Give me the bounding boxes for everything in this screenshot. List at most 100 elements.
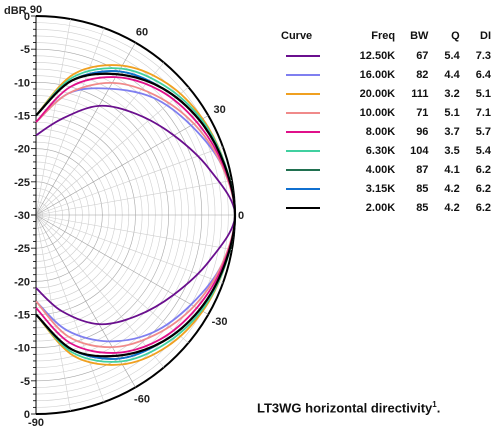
legend-di: 6.2 [475, 163, 491, 176]
curve-2-00k [35, 72, 237, 358]
legend-di: 6.4 [475, 68, 491, 81]
legend-swatch [286, 206, 320, 209]
legend-q: 4.2 [444, 201, 460, 214]
legend-freq: 2.00K [365, 201, 396, 214]
grid-spoke [35, 214, 71, 412]
legend-freq: 20.00K [359, 87, 396, 100]
legend-swatch-cell [277, 141, 342, 160]
legend-q: 4.1 [444, 163, 460, 176]
legend-swatch [286, 111, 320, 114]
legend-di: 6.2 [475, 182, 491, 195]
legend-bw: 96 [416, 125, 429, 138]
legend-swatch [286, 130, 320, 133]
header-di: DI [480, 30, 491, 42]
legend-table: Curve Freq BW Q DI 12.50K 67 5.4 7.3 16.00K 8… [277, 26, 491, 217]
legend-di: 7.3 [475, 49, 491, 62]
polar-chart: dBR0-5-10-15-20-25-30-25-20-15-10-509060… [4, 4, 245, 429]
legend-freq: 10.00K [359, 106, 396, 119]
header-bw: BW [410, 30, 429, 42]
radial-tick-label: -20 [14, 276, 30, 288]
angle-label: -30 [212, 316, 228, 328]
grid-spoke [35, 214, 165, 368]
legend-q: 3.2 [444, 87, 460, 100]
legend-swatch [286, 149, 320, 152]
legend-q: 3.7 [444, 125, 460, 138]
grid-spoke [35, 214, 233, 250]
legend-row: 20.00K 111 3.2 5.1 [277, 84, 491, 103]
legend-row: 16.00K 82 4.4 6.4 [277, 65, 491, 84]
caption-footnote: 1 [432, 400, 437, 409]
legend-bw: 85 [416, 182, 429, 195]
grid-spoke [35, 214, 209, 315]
grid-spoke [35, 214, 105, 403]
legend-swatch [286, 54, 320, 57]
grid-spoke [35, 18, 71, 216]
radial-tick-label: -10 [14, 77, 30, 89]
legend-swatch [286, 92, 320, 95]
grid-spoke [35, 62, 165, 216]
caption: LT3WG horizontal directivity1. [257, 400, 440, 415]
legend-q: 5.1 [444, 106, 460, 119]
header-curve: Curve [281, 30, 313, 42]
radial-tick-label: -20 [14, 144, 30, 156]
radial-tick-label: 0 [24, 409, 30, 421]
legend-di: 6.2 [475, 201, 491, 214]
legend-bw: 71 [416, 106, 429, 119]
legend-bw: 82 [416, 68, 429, 81]
legend-header-row: Curve Freq BW Q DI [277, 26, 491, 46]
angle-label: 0 Deg [238, 210, 245, 222]
radial-tick-label: -15 [14, 310, 30, 322]
legend-row: 2.00K 85 4.2 6.2 [277, 198, 491, 217]
radial-tick-label: 0 [24, 11, 30, 23]
angle-label: 60 [136, 26, 148, 38]
legend-swatch-cell [277, 103, 342, 122]
grid-spoke [35, 214, 224, 284]
grid-spoke [35, 146, 224, 216]
angle-label: -90 [28, 417, 44, 429]
header-q: Q [451, 30, 460, 42]
legend-q: 4.4 [444, 68, 460, 81]
radial-tick-label: -25 [14, 243, 30, 255]
legend-q: 3.5 [444, 144, 460, 157]
legend-di: 7.1 [475, 106, 491, 119]
legend-row: 12.50K 67 5.4 7.3 [277, 46, 491, 65]
legend-bw: 104 [410, 144, 429, 157]
grid-spoke [35, 115, 209, 216]
legend-row: 8.00K 96 3.7 5.7 [277, 122, 491, 141]
grid-spoke [35, 214, 189, 344]
legend-swatch-cell [277, 46, 342, 65]
legend-bw: 67 [416, 49, 429, 62]
caption-end: . [436, 400, 441, 416]
legend-freq: 6.30K [365, 144, 396, 157]
angle-label: -60 [134, 394, 150, 406]
legend-bw: 87 [416, 163, 429, 176]
legend-body: 12.50K 67 5.4 7.3 16.00K 82 4.4 6.4 20.00K 111 3.2… [277, 46, 491, 217]
legend-swatch-cell [277, 179, 342, 198]
legend-row: 10.00K 71 5.1 7.1 [277, 103, 491, 122]
legend-bw: 111 [411, 87, 429, 100]
legend-row: 3.15K 85 4.2 6.2 [277, 179, 491, 198]
radial-tick-label: -30 [14, 210, 30, 222]
legend-swatch-cell [277, 122, 342, 141]
legend-q: 5.4 [444, 49, 460, 62]
radial-tick-label: -25 [14, 177, 30, 189]
radial-tick-label: -5 [20, 376, 30, 388]
grid-spoke [35, 27, 105, 216]
radial-tick-label: -10 [14, 343, 30, 355]
curves [35, 64, 237, 366]
legend-freq: 4.00K [365, 163, 396, 176]
legend-swatch-cell [277, 160, 342, 179]
legend-freq: 16.00K [359, 68, 396, 81]
header-freq: Freq [371, 30, 396, 42]
angle-label: 30 [213, 104, 225, 116]
legend-di: 5.1 [475, 87, 491, 100]
legend-di: 5.4 [475, 144, 491, 157]
legend-swatch-cell [277, 198, 342, 217]
legend-freq: 3.15K [365, 182, 396, 195]
legend-bw: 85 [416, 201, 429, 214]
legend-swatch [286, 168, 320, 171]
legend-swatch-cell [277, 65, 342, 84]
legend-q: 4.2 [444, 182, 460, 195]
caption-text: LT3WG horizontal directivity [257, 400, 433, 416]
radial-tick-label: -5 [20, 44, 30, 56]
